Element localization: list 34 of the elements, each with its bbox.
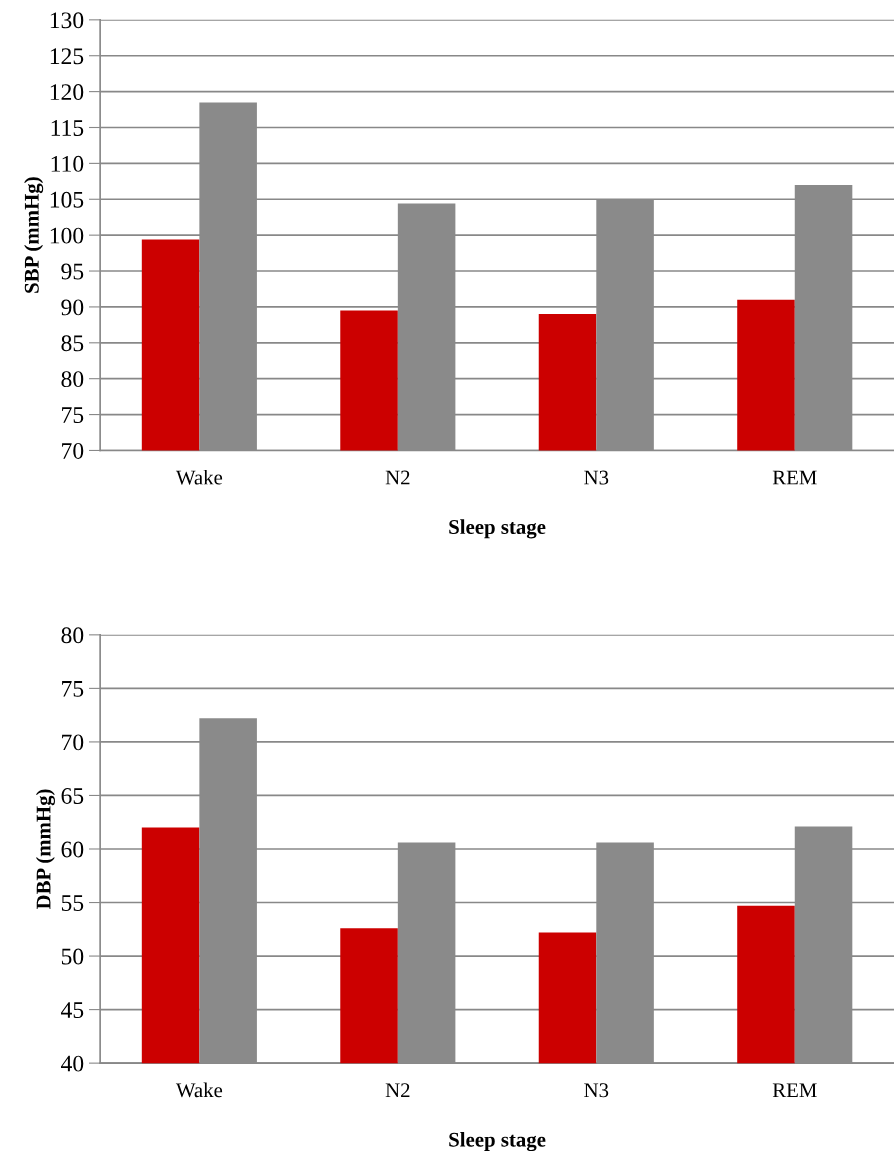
y-tick-label: 120 — [50, 84, 84, 101]
x-tick-label: Wake — [175, 1082, 223, 1098]
y-tick-label: 70 — [62, 734, 84, 751]
y-tick-label: 90 — [61, 299, 84, 316]
x-axis-title: Sleep stage — [449, 519, 546, 539]
y-tick-label: 80 — [61, 371, 84, 388]
x-tick-label: REM — [772, 1083, 817, 1098]
y-tick-label: 50 — [61, 948, 84, 965]
y-tick-label: 75 — [62, 681, 84, 697]
x-tick-label: N2 — [385, 1083, 410, 1098]
y-tick-label: 40 — [61, 1055, 84, 1072]
y-axis-title: SBP (mmHg) — [24, 177, 44, 293]
y-tick-label: 85 — [61, 335, 84, 352]
y-tick-label: 65 — [61, 788, 84, 804]
y-tick-label: 55 — [61, 895, 84, 911]
y-axis-title: DBP (mmHg) — [35, 789, 55, 910]
y-tick-label: 115 — [51, 120, 84, 136]
y-tick-label: 45 — [61, 1002, 84, 1019]
x-tick-label: REM — [772, 470, 817, 485]
y-tick-label: 60 — [61, 841, 84, 858]
y-tick-label: 125 — [50, 48, 84, 65]
y-tick-label: 130 — [50, 12, 84, 29]
y-tick-label: 100 — [50, 227, 84, 244]
y-tick-label: 70 — [62, 442, 84, 459]
x-tick-label: N3 — [584, 1083, 609, 1098]
y-tick-label: 75 — [62, 407, 84, 423]
y-tick-label: 95 — [61, 263, 84, 280]
x-tick-label: N2 — [385, 470, 410, 485]
y-tick-label: 110 — [51, 155, 84, 172]
y-tick-label: 80 — [61, 627, 84, 644]
x-tick-label: N3 — [584, 470, 609, 485]
x-tick-label: Wake — [175, 469, 223, 485]
x-axis-title: Sleep stage — [449, 1132, 546, 1152]
y-tick-label: 105 — [50, 191, 84, 208]
